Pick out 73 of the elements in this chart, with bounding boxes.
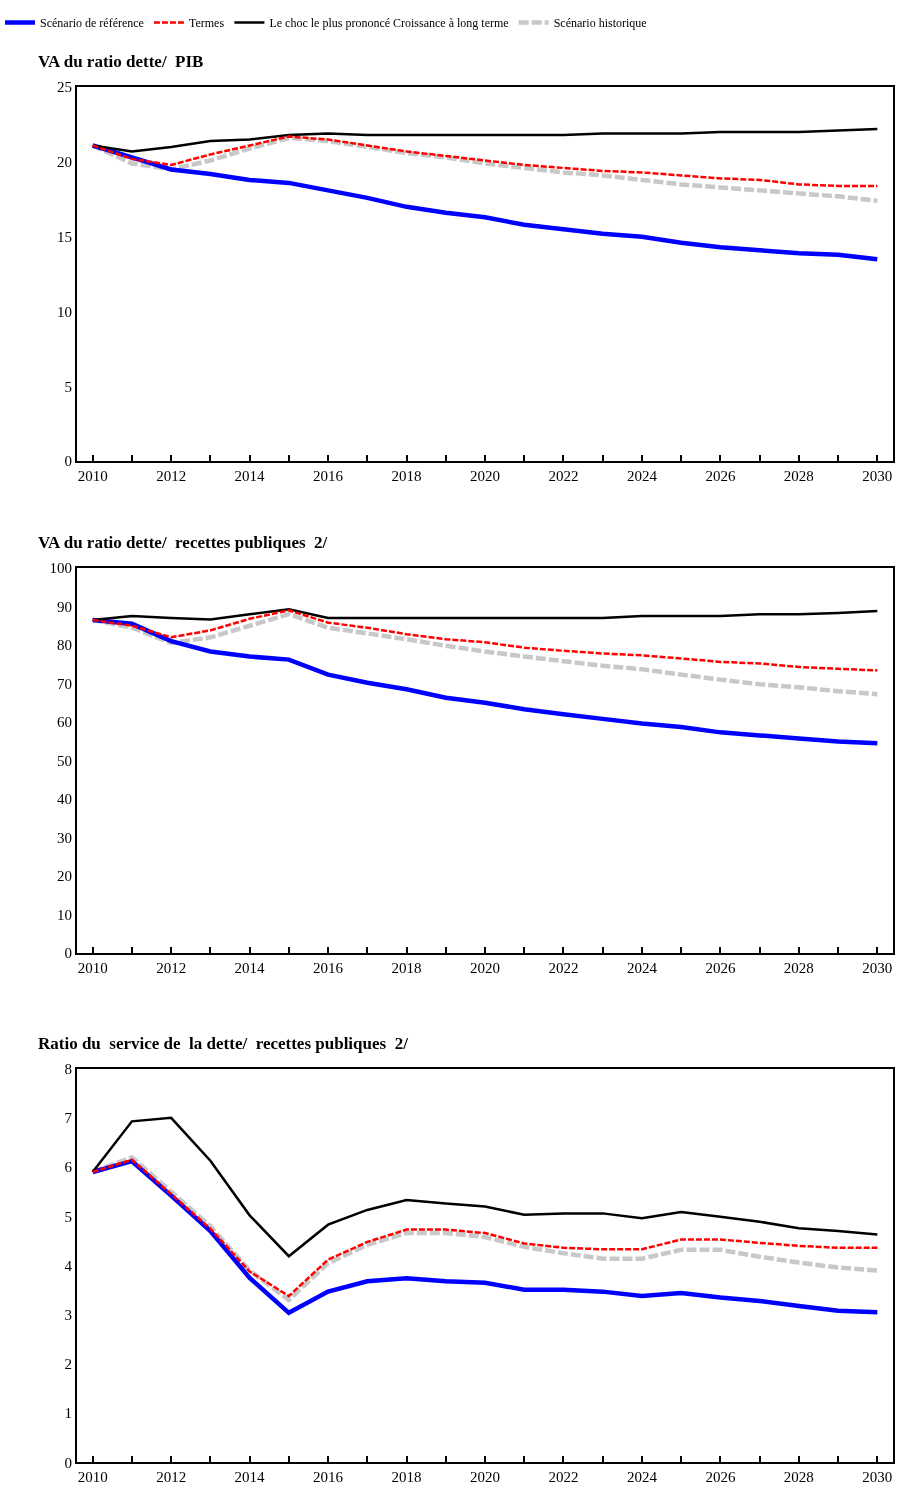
y-tick-label: 10: [57, 303, 72, 320]
y-tick-label: 0: [64, 1454, 72, 1471]
line-series: [90, 611, 880, 697]
x-tick-label: 2016: [313, 959, 344, 976]
x-tick-label: 2024: [626, 959, 658, 976]
x-tick-label: 2026: [705, 468, 736, 485]
x-tick-label: 2022: [548, 959, 579, 976]
x-tick-label: 2016: [313, 1469, 344, 1486]
chart-title: VA du ratio dette/ PIB: [38, 52, 204, 71]
y-tick-label: 0: [64, 945, 72, 962]
y-tick-label: 80: [57, 637, 72, 654]
line-series: [91, 135, 879, 188]
x-tick-label: 2022: [548, 468, 579, 485]
chart-title: VA du ratio dette/ recettes publiques 2/: [38, 533, 328, 552]
line-series: [91, 127, 879, 153]
chart-title: Ratio du service de la dette/ recettes publiques 2/: [38, 1034, 409, 1053]
y-tick-label: 0: [64, 453, 72, 470]
y-tick-label: 90: [57, 598, 72, 615]
x-tick-label: 2018: [391, 959, 422, 976]
y-tick-label: 7: [64, 1110, 73, 1127]
y-tick-label: 2: [64, 1356, 72, 1373]
line-series: [90, 617, 880, 746]
y-tick-label: 100: [49, 560, 72, 577]
x-tick-label: 2028: [783, 468, 814, 485]
x-tick-label: 2010: [77, 468, 108, 485]
y-tick-label: 5: [64, 378, 72, 395]
line-series: [91, 609, 879, 672]
x-tick-label: 2014: [234, 959, 266, 976]
x-tick-label: 2028: [783, 1469, 814, 1486]
x-tick-label: 2018: [391, 1469, 422, 1486]
x-tick-label: 2014: [234, 468, 266, 485]
x-tick-label: 2010: [77, 959, 108, 976]
y-tick-label: 1: [64, 1405, 72, 1422]
y-tick-label: 3: [64, 1307, 72, 1324]
x-tick-label: 2012: [156, 468, 187, 485]
y-tick-label: 5: [64, 1208, 72, 1225]
y-tick-label: 50: [57, 752, 72, 769]
x-tick-label: 2018: [391, 468, 422, 485]
y-tick-label: 60: [57, 714, 72, 731]
x-tick-label: 2010: [77, 1469, 108, 1486]
x-tick-label: 2012: [156, 959, 187, 976]
y-tick-label: 40: [57, 791, 72, 808]
x-tick-label: 2014: [234, 1469, 266, 1486]
x-tick-label: 2026: [705, 1469, 736, 1486]
x-tick-label: 2020: [470, 1469, 500, 1486]
x-tick-label: 2026: [705, 959, 736, 976]
legend-label: Le choc le plus prononcé Croissance à long terme: [269, 16, 509, 31]
y-tick-label: 15: [57, 229, 72, 245]
line-series: [90, 143, 880, 262]
x-tick-label: 2024: [626, 1469, 658, 1486]
x-tick-label: 2024: [626, 468, 658, 485]
y-tick-label: 20: [57, 154, 72, 171]
y-tick-label: 25: [57, 79, 72, 96]
x-tick-label: 2030: [862, 468, 893, 485]
x-tick-label: 2016: [313, 468, 344, 485]
legend-label: Termes: [188, 16, 225, 31]
legend-label: Scénario historique: [553, 16, 647, 31]
y-tick-label: 4: [64, 1257, 73, 1274]
x-tick-label: 2030: [862, 959, 893, 976]
x-tick-label: 2028: [783, 959, 814, 976]
x-tick-label: 2020: [470, 959, 500, 976]
y-tick-label: 20: [57, 868, 72, 885]
x-tick-label: 2022: [548, 1469, 579, 1486]
y-tick-label: 30: [57, 829, 72, 846]
y-tick-label: 70: [57, 675, 72, 692]
y-tick-label: 8: [64, 1060, 72, 1077]
y-tick-label: 10: [57, 906, 72, 923]
x-tick-label: 2030: [862, 1469, 893, 1486]
x-tick-label: 2012: [156, 1469, 187, 1486]
x-tick-label: 2020: [470, 468, 500, 485]
y-tick-label: 6: [64, 1159, 73, 1176]
line-series: [91, 1116, 879, 1258]
legend-label: Scénario de référence: [40, 16, 144, 31]
